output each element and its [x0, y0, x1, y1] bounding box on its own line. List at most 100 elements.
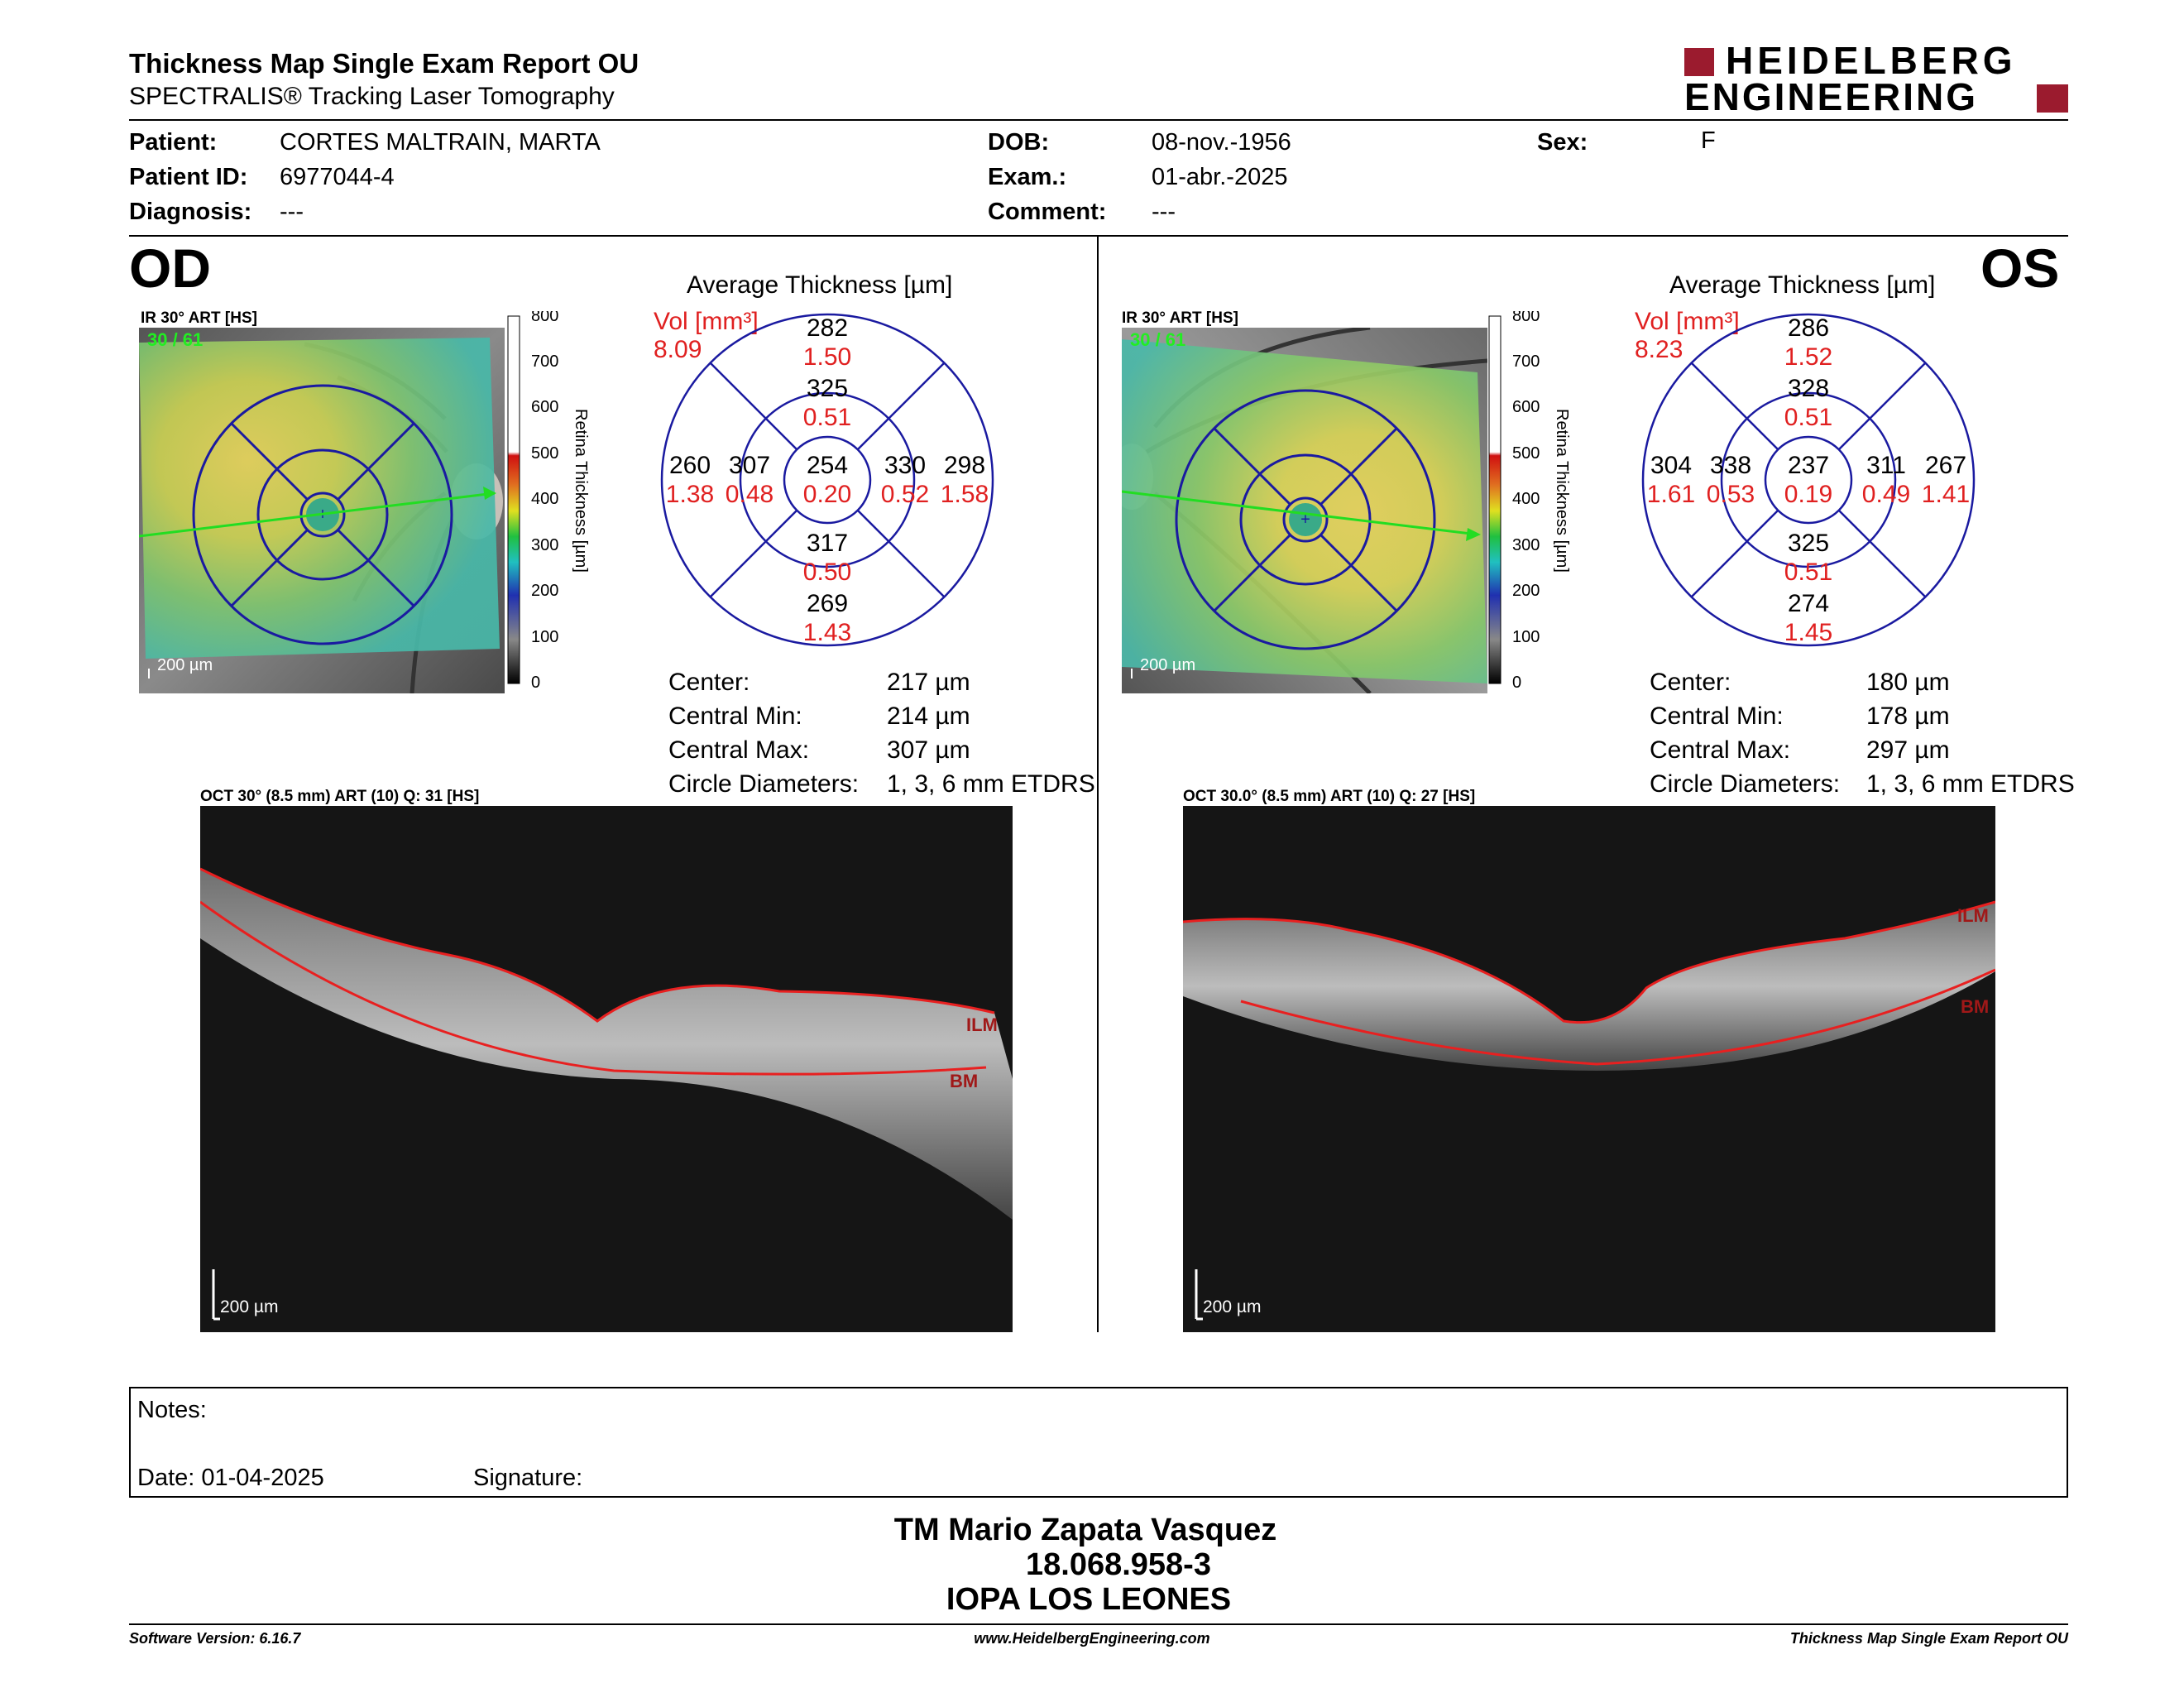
os-outer-inferior-thickness: 274 [1788, 590, 1829, 617]
os-cb-tick-0: 0 [1512, 674, 1521, 692]
os-inner-inferior-volume: 0.51 [1784, 559, 1832, 586]
od-outer-inferior-thickness: 269 [807, 590, 848, 617]
od-fundus-map: + 30 / 61 200 µm [139, 328, 505, 693]
website-link[interactable]: www.HeidelbergEngineering.com [974, 1630, 1210, 1647]
logo-text-line2: ENGINEERING [1684, 75, 1979, 118]
od-cb-tick-700: 700 [531, 352, 558, 371]
sex-value: F [1701, 127, 1716, 154]
od-eye-label: OD [129, 237, 211, 299]
od-scan-arrow [483, 487, 496, 500]
os-max-value: 297 µm [1866, 736, 1950, 764]
od-inner-superior-thickness: 325 [807, 375, 848, 402]
od-outer-inferior-volume: 1.43 [803, 619, 851, 646]
os-vol-label: Vol [mm³] [1635, 308, 1740, 335]
notes-label: Notes: [137, 1397, 207, 1423]
dob-label: DOB: [988, 129, 1050, 156]
os-vol-value: 8.23 [1635, 336, 1684, 363]
os-outer-nasal-thickness: 304 [1650, 452, 1692, 479]
os-etdrs-grid [1175, 389, 1436, 650]
od-cb-tick-600: 600 [531, 398, 558, 416]
os-ir-label: IR 30° ART [HS] [1122, 309, 1238, 327]
signature-label: Signature: [473, 1465, 583, 1491]
os-etdrs-chart: 286 1.52 328 0.51 304 1.61 338 0.53 237 … [1641, 313, 1976, 647]
od-inner-temporal-volume: 0.48 [726, 481, 774, 508]
od-cb-tick-100: 100 [531, 628, 558, 646]
os-inner-superior-volume: 0.51 [1784, 404, 1832, 431]
od-cb-tick-500: 500 [531, 444, 558, 463]
os-inner-superior-thickness: 328 [1788, 375, 1829, 402]
od-inner-temporal-thickness: 307 [729, 452, 770, 479]
od-outer-superior-thickness: 282 [807, 314, 848, 342]
os-scan-line [1122, 490, 1478, 536]
od-outer-superior-volume: 1.50 [803, 343, 851, 371]
dob-value: 08-nov.-1956 [1152, 129, 1291, 156]
signer-place: IOPA LOS LEONES [946, 1582, 1232, 1617]
os-oct-bscan: ILM BM 200 µm [1183, 806, 1995, 1332]
os-colorbar: 800 700 600 500 400 300 200 100 0 Retina… [1488, 311, 1571, 692]
od-max-value: 307 µm [887, 736, 970, 764]
report-subtitle: SPECTRALIS® Tracking Laser Tomography [129, 83, 615, 110]
od-ilm-line [200, 867, 995, 1023]
comment-value: --- [1152, 199, 1176, 225]
os-cb-tick-700: 700 [1512, 352, 1540, 371]
od-scan-line [139, 492, 496, 538]
od-etdrs-chart: 282 1.50 325 0.51 260 1.38 307 0.48 254 … [660, 313, 994, 647]
os-eye-label: OS [1980, 237, 2060, 299]
od-inner-nasal-volume: 0.52 [881, 481, 929, 508]
od-vol-value: 8.09 [654, 336, 702, 363]
os-fundus-map: + 30 / 61 200 µm [1122, 328, 1487, 693]
os-oct-label: OCT 30.0° (8.5 mm) ART (10) Q: 27 [HS] [1183, 788, 1476, 805]
od-inner-nasal-thickness: 330 [884, 452, 926, 479]
os-bm-line [1240, 968, 1995, 1066]
os-cb-tick-300: 300 [1512, 536, 1540, 554]
od-center-volume: 0.20 [803, 481, 851, 508]
od-outer-temporal-thickness: 260 [669, 452, 711, 479]
od-center-label: Center: [668, 669, 750, 696]
patient-name: CORTES MALTRAIN, MARTA [280, 129, 601, 156]
logo-square-top [1684, 48, 1714, 76]
od-ilm-label: ILM [966, 1014, 998, 1035]
od-max-label: Central Max: [668, 736, 810, 764]
od-colorbar-gradient [507, 315, 520, 684]
os-bm-label: BM [1961, 996, 1989, 1017]
os-center-volume: 0.19 [1784, 481, 1832, 508]
od-inner-superior-volume: 0.51 [803, 404, 851, 431]
od-oct-scale-label: 200 µm [220, 1297, 278, 1316]
os-outer-inferior-volume: 1.45 [1784, 619, 1832, 646]
od-cb-tick-200: 200 [531, 582, 558, 600]
os-cb-tick-200: 200 [1512, 582, 1540, 600]
os-cb-tick-500: 500 [1512, 444, 1540, 463]
center-divider [1097, 237, 1099, 1332]
od-avg-title: Average Thickness [µm] [687, 271, 953, 299]
os-inner-temporal-thickness: 311 [1866, 452, 1906, 479]
os-scale-label: 200 µm [1140, 656, 1195, 674]
os-colorbar-title: Retina Thickness [µm] [1553, 409, 1571, 573]
os-min-value: 178 µm [1866, 703, 1950, 730]
diagnosis-label: Diagnosis: [129, 199, 252, 225]
os-outer-temporal-volume: 1.41 [1922, 481, 1970, 508]
od-vol-label: Vol [mm³] [654, 308, 759, 335]
od-circle-value: 1, 3, 6 mm ETDRS [887, 770, 1095, 798]
os-colorbar-gradient [1488, 315, 1502, 684]
od-inner-inferior-volume: 0.50 [803, 559, 851, 586]
footer-divider [129, 1623, 2068, 1625]
od-ir-label: IR 30° ART [HS] [141, 309, 257, 327]
od-outer-temporal-volume: 1.38 [666, 481, 714, 508]
od-retina-layers [200, 869, 1013, 1220]
os-center-cross: + [1300, 511, 1310, 529]
patient-id-label: Patient ID: [129, 164, 248, 190]
footer-report-title: Thickness Map Single Exam Report OU [1789, 1630, 2068, 1647]
od-cb-tick-300: 300 [531, 536, 558, 554]
os-inner-inferior-thickness: 325 [1788, 530, 1829, 557]
notes-box[interactable]: Notes: Date: 01-04-2025 Signature: [129, 1387, 2068, 1498]
os-inner-nasal-volume: 0.53 [1707, 481, 1755, 508]
os-fovea-spot [1289, 503, 1322, 536]
od-ir-count: 30 / 61 [147, 329, 203, 350]
od-center-value: 217 µm [887, 669, 970, 696]
os-ir-count: 30 / 61 [1130, 329, 1185, 350]
signer-id: 18.068.958-3 [1026, 1547, 1211, 1582]
od-min-label: Central Min: [668, 703, 802, 730]
od-min-value: 214 µm [887, 703, 970, 730]
od-bm-label: BM [950, 1071, 978, 1091]
comment-label: Comment: [988, 199, 1107, 225]
